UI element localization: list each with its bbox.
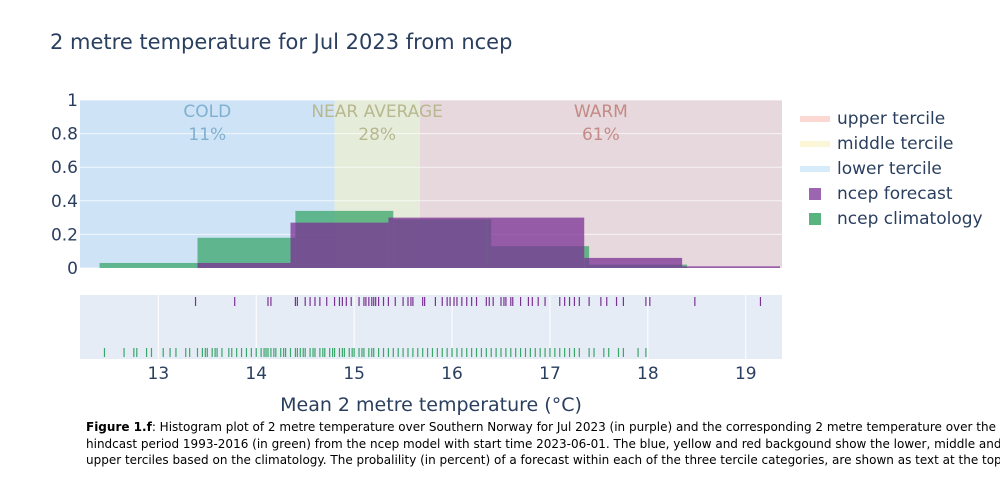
climatology-bar bbox=[99, 262, 198, 268]
caption-line: hindcast period 1993-2016 (in green) fro… bbox=[86, 436, 1000, 451]
y-tick-label: 1 bbox=[67, 91, 78, 111]
x-axis-title: Mean 2 metre temperature (°C) bbox=[280, 394, 582, 416]
forecast-bar bbox=[197, 262, 291, 268]
x-tick-label: 16 bbox=[441, 364, 463, 384]
forecast-swatch bbox=[809, 187, 821, 200]
tercile-percent: 28% bbox=[358, 125, 396, 145]
x-tick-label: 13 bbox=[148, 364, 170, 384]
climatology-swatch bbox=[809, 212, 821, 225]
caption-line: upper terciles based on the climatology.… bbox=[86, 453, 1000, 467]
x-tick-label: 19 bbox=[735, 364, 757, 384]
x-tick-label: 15 bbox=[343, 364, 365, 384]
forecast-bar bbox=[584, 257, 683, 268]
lower-tercile-swatch bbox=[800, 165, 830, 172]
y-tick-label: 0.8 bbox=[51, 125, 78, 145]
caption-line: : Histogram plot of 2 metre temperature … bbox=[151, 420, 996, 434]
legend-label: ncep climatology bbox=[837, 208, 983, 229]
chart-title: 2 metre temperature for Jul 2023 from nc… bbox=[50, 30, 513, 54]
forecast-bar bbox=[388, 217, 487, 268]
tercile-percent: 11% bbox=[188, 125, 226, 145]
y-tick-label: 0 bbox=[67, 259, 78, 279]
y-tick-label: 0.6 bbox=[51, 158, 78, 178]
y-tick-label: 0.4 bbox=[51, 192, 78, 212]
x-tick-label: 17 bbox=[539, 364, 561, 384]
legend-item-lower-tercile[interactable]: lower tercile bbox=[800, 156, 983, 181]
figure-caption: Figure 1.f: Histogram plot of 2 metre te… bbox=[86, 419, 1000, 469]
x-tick-label: 14 bbox=[245, 364, 267, 384]
middle-tercile-swatch bbox=[800, 140, 830, 147]
legend-label: lower tercile bbox=[837, 158, 942, 179]
legend-item-forecast[interactable]: ncep forecast bbox=[800, 181, 983, 206]
x-tick-label: 18 bbox=[637, 364, 659, 384]
legend-item-middle-tercile[interactable]: middle tercile bbox=[800, 131, 983, 156]
legend-item-climatology[interactable]: ncep climatology bbox=[800, 206, 983, 231]
legend-label: middle tercile bbox=[837, 133, 954, 154]
upper-tercile-swatch bbox=[800, 115, 830, 122]
legend-label: ncep forecast bbox=[837, 183, 953, 204]
caption-figure-number: Figure 1.f bbox=[86, 420, 152, 434]
y-tick-label: 0.2 bbox=[51, 225, 78, 245]
tercile-label: NEAR AVERAGE bbox=[311, 102, 443, 122]
tercile-label: COLD bbox=[183, 102, 231, 122]
forecast-bar bbox=[486, 217, 585, 268]
tercile-label: WARM bbox=[574, 102, 628, 122]
legend: upper tercile middle tercile lower terci… bbox=[800, 106, 983, 231]
forecast-bar bbox=[290, 222, 389, 268]
forecast-bar bbox=[682, 266, 781, 268]
legend-label: upper tercile bbox=[837, 108, 946, 129]
tercile-percent: 61% bbox=[582, 125, 620, 145]
legend-item-upper-tercile[interactable]: upper tercile bbox=[800, 106, 983, 131]
